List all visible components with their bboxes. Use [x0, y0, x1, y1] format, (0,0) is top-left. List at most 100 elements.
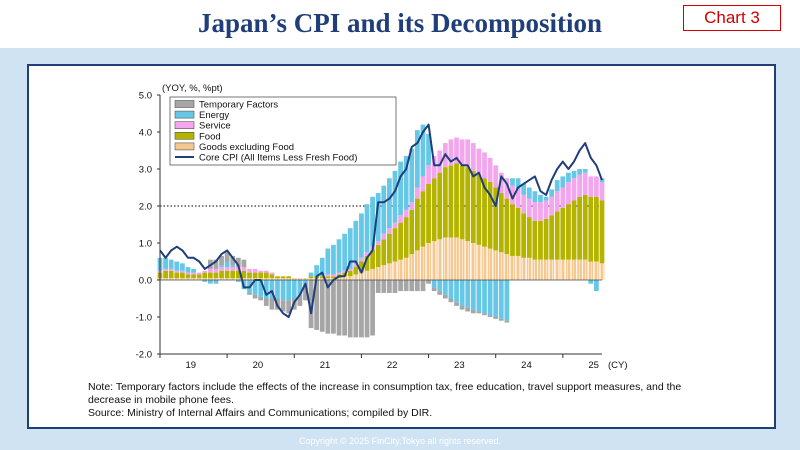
bar-segment-energy	[420, 124, 426, 177]
bar-segment-energy	[431, 280, 437, 288]
bar-segment-goods-excluding-food	[180, 278, 185, 280]
bar-segment-food	[180, 272, 185, 279]
bar-segment-service	[504, 178, 510, 199]
bar-segment-goods-excluding-food	[571, 259, 577, 280]
bar-segment-temporary-factors	[314, 280, 320, 330]
bar-segment-service	[241, 267, 247, 271]
legend-swatch-temporary-factors	[174, 100, 195, 108]
bar-segment-energy	[263, 280, 269, 299]
bar-segment-temporary-factors	[392, 280, 398, 293]
bar-segment-food	[347, 270, 353, 277]
bar-segment-energy	[269, 280, 275, 299]
bar-segment-goods-excluding-food	[588, 261, 594, 280]
bar-segment-energy	[370, 196, 375, 247]
bar-segment-energy	[387, 178, 392, 229]
bar-segment-food	[241, 270, 247, 279]
bar-segment-temporary-factors	[325, 280, 331, 334]
bar-segment-goods-excluding-food	[504, 254, 510, 280]
bar-segment-goods-excluding-food	[403, 257, 409, 280]
bar-segment-energy	[442, 280, 448, 295]
bar-segment-food	[381, 239, 387, 266]
bar-segment-temporary-factors	[504, 320, 510, 323]
bar-segment-food	[235, 270, 241, 279]
bar-segment-goods-excluding-food	[549, 259, 555, 280]
bar-segment-food	[487, 181, 493, 249]
bar-segment-energy	[566, 172, 571, 182]
bar-segment-goods-excluding-food	[196, 278, 202, 280]
bar-segment-energy	[532, 191, 538, 203]
bar-segment-service	[325, 274, 331, 277]
bar-segment-service	[409, 202, 415, 210]
bar-segment-goods-excluding-food	[521, 257, 527, 280]
bar-segment-goods-excluding-food	[470, 243, 476, 280]
bar-segment-food	[414, 198, 420, 251]
bar-segment-food	[599, 200, 605, 264]
bar-segment-food	[465, 167, 471, 242]
bar-segment-temporary-factors	[459, 305, 465, 310]
bar-segment-food	[470, 170, 476, 243]
bar-segment-energy	[521, 183, 527, 195]
bar-segment-service	[342, 270, 348, 273]
bar-segment-food	[538, 220, 543, 260]
bar-segment-service	[213, 268, 219, 273]
bar-segment-goods-excluding-food	[247, 278, 252, 280]
x-unit-label: (CY)	[608, 360, 628, 371]
bar-segment-goods-excluding-food	[308, 278, 314, 280]
bar-segment-goods-excluding-food	[538, 259, 543, 280]
bar-segment-goods-excluding-food	[437, 239, 443, 280]
bar-segment-goods-excluding-food	[319, 278, 325, 280]
bar-segment-energy	[560, 176, 566, 188]
bar-segment-energy	[235, 280, 241, 282]
bar-segment-goods-excluding-food	[297, 278, 303, 280]
bar-segment-energy	[291, 280, 297, 299]
bar-segment-food	[594, 196, 599, 262]
bar-segment-food	[510, 204, 515, 256]
bar-segment-goods-excluding-food	[168, 278, 174, 280]
bar-segment-goods-excluding-food	[325, 278, 331, 280]
y-unit-label: (YOY, %, %pt)	[162, 83, 223, 94]
bar-segment-goods-excluding-food	[599, 263, 605, 280]
bar-segment-goods-excluding-food	[465, 241, 471, 280]
bar-segment-food	[554, 211, 560, 260]
bar-segment-food	[286, 276, 292, 279]
bar-segment-goods-excluding-food	[275, 278, 280, 280]
bar-segment-energy	[470, 280, 476, 310]
bar-segment-goods-excluding-food	[286, 278, 292, 280]
bar-segment-temporary-factors	[336, 280, 342, 336]
bar-segment-temporary-factors	[308, 280, 314, 329]
bar-segment-service	[414, 187, 420, 199]
page-title: Japan’s CPI and its Decomposition	[197, 8, 603, 38]
bar-segment-temporary-factors	[426, 280, 431, 284]
bar-segment-goods-excluding-food	[554, 259, 560, 280]
chart-number-badge: Chart 3	[683, 5, 781, 31]
bar-segment-goods-excluding-food	[303, 278, 308, 280]
x-tick-label: 25	[588, 360, 599, 371]
bar-segment-goods-excluding-food	[476, 244, 482, 280]
legend-label: Temporary Factors	[199, 100, 278, 111]
bar-segment-service	[387, 228, 392, 234]
bar-segment-energy	[280, 280, 286, 301]
bar-segment-goods-excluding-food	[487, 248, 493, 280]
note-source: Source: Ministry of Internal Affairs and…	[88, 407, 433, 419]
bar-segment-temporary-factors	[387, 280, 392, 293]
chart-frame	[27, 64, 776, 429]
bar-segment-temporary-factors	[297, 294, 303, 306]
bar-segment-energy	[526, 187, 532, 199]
bar-segment-goods-excluding-food	[336, 278, 342, 280]
bar-segment-temporary-factors	[487, 315, 493, 317]
bar-segment-food	[252, 272, 258, 279]
legend: Temporary FactorsEnergyServiceFoodGoods …	[169, 96, 397, 166]
bar-segment-goods-excluding-food	[263, 278, 269, 280]
bar-segment-energy	[487, 280, 493, 316]
bar-segment-food	[532, 220, 538, 260]
bar-segment-goods-excluding-food	[387, 263, 392, 280]
bar-segment-service	[174, 270, 180, 273]
bar-segment-energy	[252, 280, 258, 295]
bar-segment-energy	[454, 280, 459, 303]
bar-segment-goods-excluding-food	[482, 246, 487, 280]
bar-segment-food	[403, 217, 409, 258]
legend-label: Goods excluding Food	[199, 142, 294, 153]
bar-segment-food	[588, 196, 594, 262]
bar-segment-service	[599, 181, 605, 201]
bar-segment-service	[426, 165, 431, 184]
